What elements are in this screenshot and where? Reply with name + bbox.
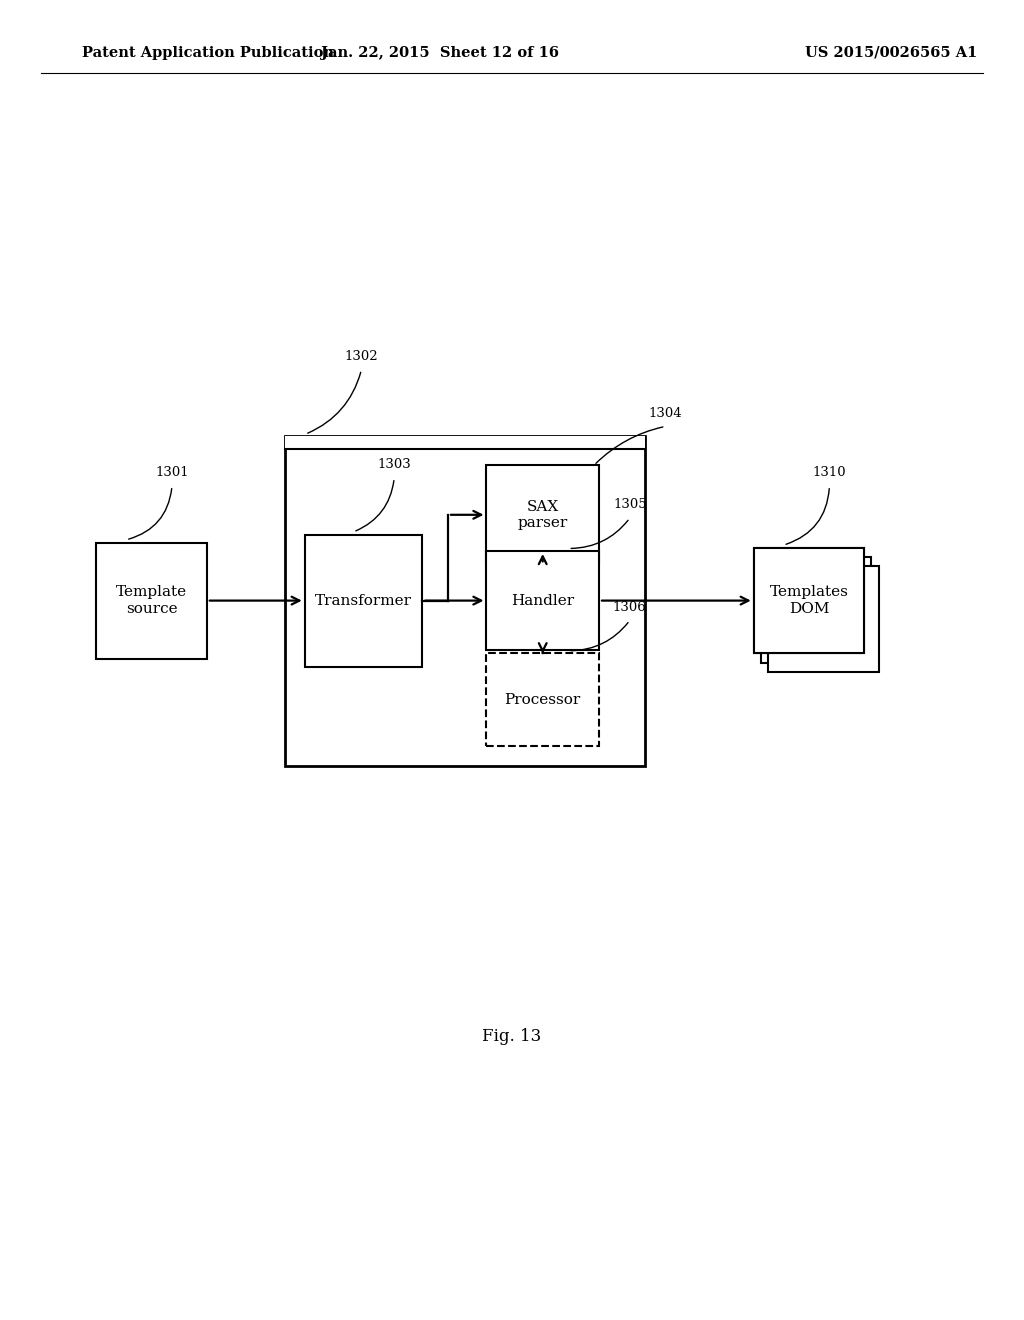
Text: Jan. 22, 2015  Sheet 12 of 16: Jan. 22, 2015 Sheet 12 of 16: [322, 46, 559, 59]
Text: Patent Application Publication: Patent Application Publication: [82, 46, 334, 59]
Text: 1304: 1304: [649, 407, 682, 420]
Bar: [486, 653, 599, 746]
Bar: [486, 465, 599, 565]
Bar: [305, 535, 422, 667]
Bar: [754, 548, 864, 653]
Bar: [486, 552, 599, 649]
Text: 1310: 1310: [813, 466, 846, 479]
Text: SAX
parser: SAX parser: [517, 500, 568, 529]
Bar: [285, 436, 645, 449]
Text: Template
source: Template source: [116, 586, 187, 615]
Text: Handler: Handler: [511, 594, 574, 607]
Text: Fig. 13: Fig. 13: [482, 1028, 542, 1044]
Bar: [96, 543, 207, 659]
Text: US 2015/0026565 A1: US 2015/0026565 A1: [805, 46, 977, 59]
Bar: [768, 566, 879, 672]
Text: 1302: 1302: [345, 350, 378, 363]
Text: Templates
DOM: Templates DOM: [769, 586, 849, 615]
Text: Processor: Processor: [505, 693, 581, 706]
Text: 1303: 1303: [378, 458, 411, 471]
Text: 1305: 1305: [613, 499, 646, 511]
Text: Transformer: Transformer: [315, 594, 412, 607]
Bar: [761, 557, 871, 663]
Text: 1301: 1301: [156, 466, 188, 479]
Bar: [754, 548, 864, 653]
Text: 1306: 1306: [613, 601, 646, 614]
Bar: [285, 436, 645, 766]
